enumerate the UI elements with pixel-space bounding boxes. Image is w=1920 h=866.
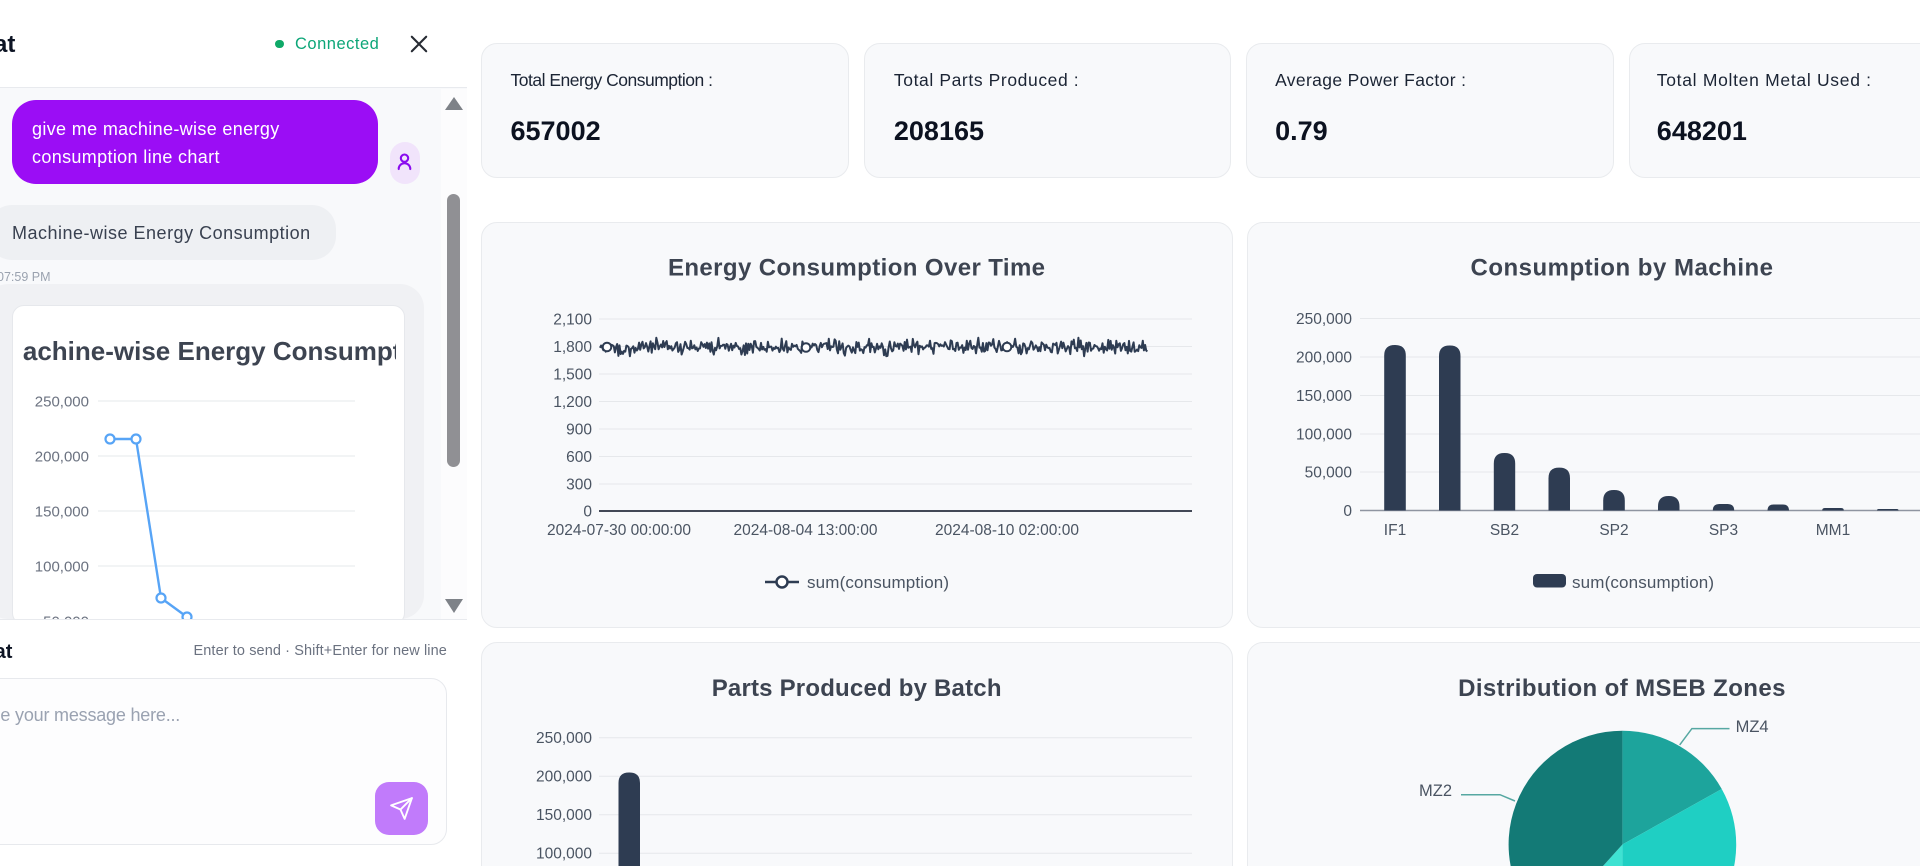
svg-text:300: 300	[566, 477, 592, 494]
svg-text:Energy Consumption Over Time: Energy Consumption Over Time	[668, 255, 1046, 282]
svg-text:0: 0	[583, 504, 592, 521]
svg-text:250,000: 250,000	[1296, 311, 1352, 328]
svg-text:Distribution of MSEB Zones: Distribution of MSEB Zones	[1458, 675, 1786, 702]
svg-text:MZ4: MZ4	[1736, 718, 1769, 736]
svg-text:1,200: 1,200	[553, 394, 592, 411]
svg-text:1,500: 1,500	[553, 367, 592, 384]
svg-text:2024-08-04 13:00:00: 2024-08-04 13:00:00	[734, 522, 878, 539]
svg-text:150,000: 150,000	[35, 504, 89, 521]
svg-text:sum(consumption): sum(consumption)	[807, 573, 949, 592]
svg-text:2024-08-10 02:00:00: 2024-08-10 02:00:00	[935, 522, 1079, 539]
svg-text:0: 0	[1343, 503, 1352, 520]
svg-text:600: 600	[566, 449, 592, 466]
svg-text:2,100: 2,100	[553, 312, 592, 329]
svg-text:2024-07-30 00:00:00: 2024-07-30 00:00:00	[547, 522, 691, 539]
svg-text:100,000: 100,000	[536, 846, 592, 863]
svg-text:1,800: 1,800	[553, 339, 592, 356]
svg-text:SB2: SB2	[1490, 522, 1519, 539]
svg-text:IF1: IF1	[1384, 522, 1406, 539]
svg-text:MM1: MM1	[1816, 522, 1850, 539]
svg-text:MZ2: MZ2	[1419, 782, 1452, 800]
svg-text:Parts Produced by Batch: Parts Produced by Batch	[712, 675, 1002, 702]
svg-text:100,000: 100,000	[35, 559, 89, 576]
svg-text:50,000: 50,000	[1305, 465, 1353, 482]
svg-text:Consumption by Machine: Consumption by Machine	[1470, 255, 1773, 282]
svg-text:200,000: 200,000	[1296, 350, 1352, 367]
svg-text:200,000: 200,000	[536, 769, 592, 786]
svg-text:900: 900	[566, 422, 592, 439]
svg-text:SP3: SP3	[1709, 522, 1738, 539]
svg-text:250,000: 250,000	[35, 394, 89, 411]
svg-text:sum(consumption): sum(consumption)	[1572, 573, 1714, 592]
svg-text:150,000: 150,000	[536, 807, 592, 824]
svg-text:200,000: 200,000	[35, 449, 89, 466]
svg-text:150,000: 150,000	[1296, 388, 1352, 405]
svg-text:SP2: SP2	[1599, 522, 1628, 539]
svg-text:50,000: 50,000	[43, 614, 89, 626]
svg-text:100,000: 100,000	[1296, 427, 1352, 444]
svg-text:250,000: 250,000	[536, 730, 592, 747]
